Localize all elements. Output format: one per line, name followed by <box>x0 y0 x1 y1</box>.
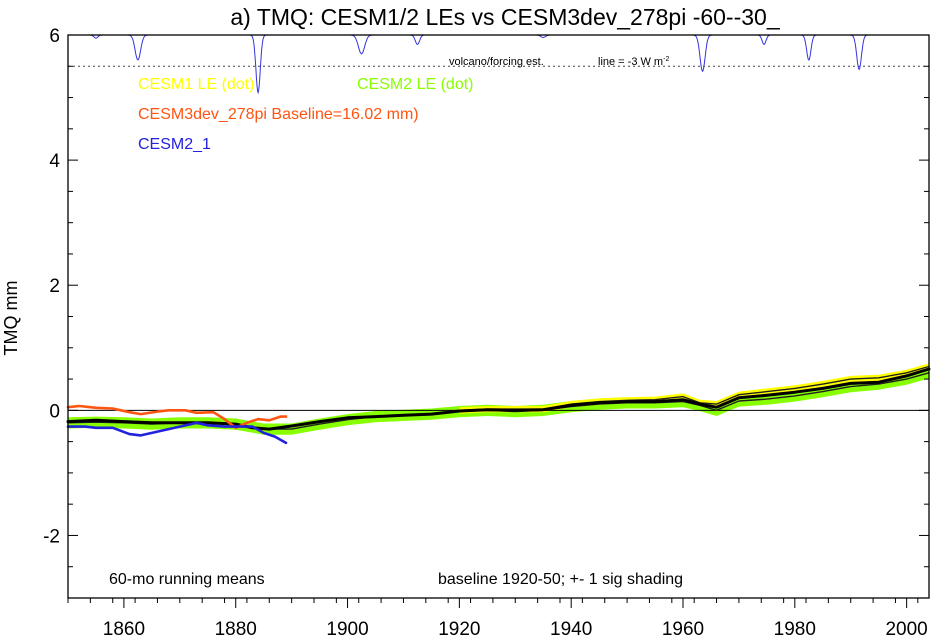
cesm3dev-line <box>66 404 288 430</box>
x-tick-label: 1860 <box>103 619 145 640</box>
x-tick-label: 1960 <box>662 619 704 640</box>
x-tick-label: 1940 <box>550 619 592 640</box>
legend-cesm2: CESM2 LE (dot) <box>357 76 473 93</box>
legend-cesm2-1: CESM2_1 <box>138 136 211 153</box>
shading-layer <box>68 363 929 435</box>
x-tick-label: 1920 <box>438 619 480 640</box>
chart-title: a) TMQ: CESM1/2 LEs vs CESM3dev_278pi -6… <box>230 4 780 30</box>
axes: -2 0 2 4 6 1860 1880 1900 1920 1940 1960 1980 2000 <box>43 26 930 640</box>
cesm2-le-shading <box>68 367 929 435</box>
cesm1-le-shading <box>459 363 929 414</box>
y-axis-label: TMQ mm <box>1 281 21 356</box>
forcing-line-text: line = -3 W m <box>598 56 663 68</box>
y-tick-label: 6 <box>49 26 60 47</box>
legend-cesm3: CESM3dev_278pi Baseline=16.02 mm) <box>138 106 419 123</box>
series-layer <box>66 365 931 445</box>
y-tick-label: 0 <box>49 401 60 422</box>
x-tick-label: 2000 <box>885 619 927 640</box>
y-tick-label: 2 <box>49 276 60 297</box>
forcing-line-superscript: -2 <box>663 56 669 63</box>
y-tick-label: -2 <box>43 526 60 547</box>
volcano-annotation: volcano/forcing est. <box>449 56 544 68</box>
x-tick-label: 1880 <box>215 619 257 640</box>
x-tick-label: 1900 <box>326 619 368 640</box>
cesm2-1-line <box>66 421 288 445</box>
y-tick-label: 4 <box>49 151 60 172</box>
forcing-line-annotation: line = -3 W m-2 <box>598 56 669 68</box>
running-means-note: 60-mo running means <box>109 571 265 588</box>
legend-cesm1: CESM1 LE (dot) <box>138 76 254 93</box>
x-tick-label: 1980 <box>774 619 816 640</box>
legend: CESM1 LE (dot) CESM2 LE (dot) CESM3dev_2… <box>138 76 473 153</box>
annotations: volcano/forcing est. line = -3 W m-2 60-… <box>109 56 683 588</box>
ensemble-mean-line <box>66 367 931 431</box>
baseline-note: baseline 1920-50; +- 1 sig shading <box>438 571 683 588</box>
